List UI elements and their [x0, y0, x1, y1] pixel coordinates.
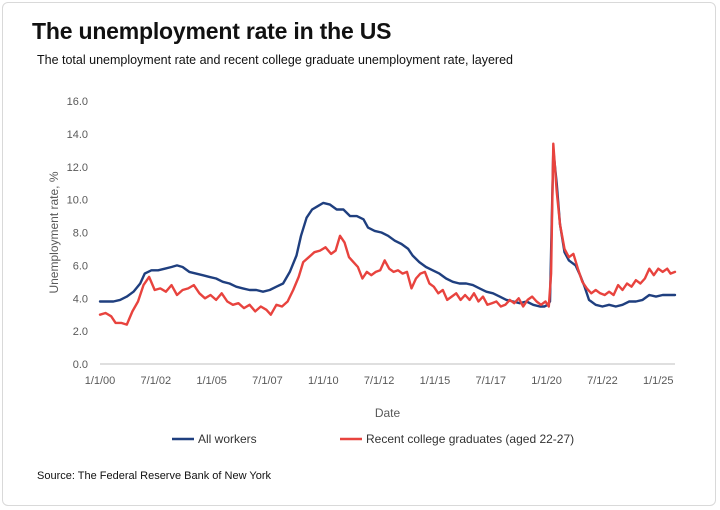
x-tick-label: 1/1/15 [420, 375, 451, 387]
series-line-recent-graduates [98, 142, 677, 326]
x-axis-title: Date [375, 406, 401, 420]
x-tick-label: 7/1/02 [141, 375, 172, 387]
source-note: Source: The Federal Reserve Bank of New … [37, 470, 271, 482]
y-tick-label: 12.0 [67, 162, 88, 174]
x-tick-label: 1/1/10 [308, 375, 339, 387]
x-axis: 1/1/00 7/1/02 1/1/05 7/1/07 1/1/10 7/1/12 1/1/… [85, 375, 674, 387]
legend: All workers Recent college graduates (age… [172, 432, 574, 446]
legend-label-recent-graduates: Recent college graduates (aged 22-27) [366, 432, 574, 446]
y-tick-label: 6.0 [73, 260, 88, 272]
x-tick-label: 1/1/00 [85, 375, 116, 387]
x-tick-label: 1/1/25 [643, 375, 674, 387]
y-tick-label: 4.0 [73, 293, 88, 305]
x-tick-label: 7/1/07 [252, 375, 283, 387]
x-tick-label: 7/1/22 [587, 375, 618, 387]
x-tick-label: 7/1/12 [364, 375, 395, 387]
y-axis-title: Unemployment rate, % [47, 171, 61, 293]
y-tick-label: 8.0 [73, 228, 88, 240]
y-axis: 0.0 2.0 4.0 6.0 8.0 10.0 12.0 14.0 16.0 [67, 96, 88, 371]
y-tick-label: 10.0 [67, 195, 88, 207]
x-tick-label: 1/1/05 [196, 375, 227, 387]
y-tick-label: 14.0 [67, 129, 88, 141]
chart-subtitle: The total unemployment rate and recent c… [37, 53, 513, 67]
x-tick-label: 7/1/17 [475, 375, 506, 387]
y-tick-label: 2.0 [73, 326, 88, 338]
legend-label-all-workers: All workers [198, 432, 257, 446]
series-line-all-workers [98, 149, 677, 308]
x-tick-label: 1/1/20 [531, 375, 562, 387]
y-tick-label: 16.0 [67, 96, 88, 108]
y-tick-label: 0.0 [73, 359, 88, 371]
series-layer [98, 142, 677, 326]
chart-title: The unemployment rate in the US [32, 18, 392, 44]
